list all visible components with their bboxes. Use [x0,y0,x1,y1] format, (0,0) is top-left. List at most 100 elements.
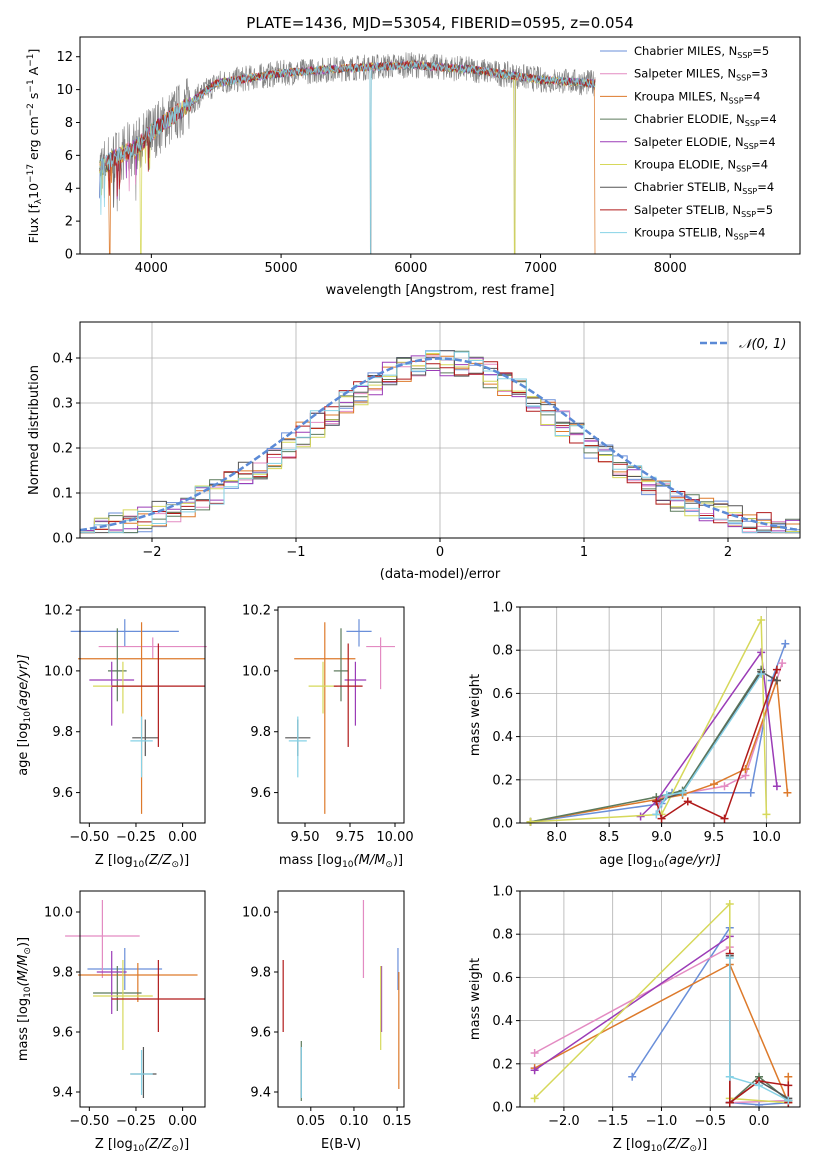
spectrum-y-label-part: 10 [26,183,41,199]
weight-vs-metallicity-y-tick-label: 0.6 [492,971,513,986]
spectrum-x-ticks: 4000 5000 6000 7000 8000 [135,254,687,276]
weight-vs-age-point-marker [772,676,781,685]
age-vs-metallicity-plot [70,619,207,814]
weight-vs-age-y-tick-label: 0.6 [492,687,513,702]
mass-vs-metallicity-y-tick-label: 9.4 [52,1086,73,1101]
age-vs-metallicity-y-tick-label: 10.0 [44,664,73,679]
mass-vs-extinction-x-tick-label: 0.10 [339,1114,368,1129]
axis-label-part: (Z/Z [662,1137,690,1152]
legend-label-sub: SSP [736,165,751,174]
weight-vs-age-point-marker [710,780,719,789]
axis-label-part: ⊙ [171,860,179,870]
weight-vs-age-series-line [655,673,762,815]
axis-label-part: age [log [16,723,31,776]
age-vs-metallicity-x-ticks: −0.50 −0.25 0.00 [69,823,197,845]
weight-vs-age-plot [526,615,792,826]
spectrum-y-label-part: s [26,93,41,104]
weight-vs-age-x-tick-label: 9.0 [651,830,672,845]
mass-vs-extinction-plot [282,900,400,1101]
residual-histogram [80,355,800,534]
spectrum-y-label-part: −1 [26,54,36,67]
mass-vs-extinction-x-tick-label: 0.15 [383,1114,412,1129]
weight-vs-age-point-marker [652,797,661,806]
weight-vs-age-point-marker [781,639,790,648]
residual-x-tick-label: 1 [580,545,588,560]
legend-label-sub: SSP [742,187,757,196]
mass-vs-extinction-x-tick-label: 0.05 [296,1114,325,1129]
weight-vs-age-panel: 8.0 8.5 9.0 9.5 10.0 0.0 0.2 0.4 0.6 0.8 1.0 age … [468,601,801,870]
weight-vs-age-x-ticks: 8.0 8.5 9.0 9.5 10.0 [546,823,781,845]
weight-vs-metallicity-point-marker [784,1081,793,1090]
legend-label: Chabrier ELODIE, NSSP=4 [634,112,777,128]
weight-vs-age-point-marker [746,788,755,797]
legend-label: Kroupa STELIB, NSSP=4 [634,226,765,242]
legend-label-value: =4 [749,226,766,240]
axis-label-part: mass [log [279,853,342,868]
weight-vs-age-x-tick-label: 10.0 [752,830,781,845]
weight-vs-age-point-marker [757,615,766,624]
mass-vs-extinction-y-tick-label: 9.4 [250,1086,271,1101]
mass-vs-extinction-x-ticks: 0.05 0.10 0.15 [296,1107,412,1129]
weight-vs-age-x-label: age [log10(age/yr)] [599,853,721,870]
mass-vs-metallicity-x-ticks: −0.50 −0.25 0.00 [69,1107,197,1129]
spectrum-x-tick-label: 6000 [394,261,427,276]
legend-label: Chabrier MILES, NSSP=5 [634,44,769,60]
age-vs-metallicity-x-tick-label: 0.00 [168,830,197,845]
legend-label-sub: SSP [737,51,752,60]
weight-vs-age-y-tick-label: 0.8 [492,644,513,659]
mass-vs-metallicity-x-tick-label: −0.25 [116,1114,156,1129]
spectrum-title: PLATE=1436, MJD=53054, FIBERID=0595, z=0… [246,14,633,32]
spectrum-y-label-part: −2 [26,103,36,116]
spectrum-y-tick-label: 0 [65,248,73,263]
mass-vs-metallicity-y-label: mass [log10(M/M⊙)] [16,937,33,1061]
weight-vs-metallicity-frame [519,890,801,1108]
weight-vs-age-point-marker [741,765,750,773]
spectrum-y-label: Flux [fλ10−17 erg cm−2 s−1 A−1] [26,49,44,244]
weight-vs-metallicity-y-tick-label: 0.0 [492,1101,513,1116]
weight-vs-metallicity-x-tick-label: −0.5 [694,1114,726,1129]
weight-vs-age-y-tick-label: 0.0 [492,817,513,832]
mass-vs-extinction-panel: 0.05 0.10 0.15 9.4 9.6 9.8 10.0 E(B-V) [242,890,412,1152]
spectrum-x-tick-label: 5000 [265,261,298,276]
legend-label-name: Chabrier MILES, N [634,44,737,58]
axis-label-part: 10 [133,860,145,870]
weight-vs-age-point-marker [720,782,729,791]
weight-vs-metallicity-x-tick-label: −1.5 [597,1114,629,1129]
mass-vs-extinction-y-ticks: 9.4 9.6 9.8 10.0 [242,906,278,1101]
mass-vs-metallicity-plot [65,900,205,1098]
spectrum-panel: PLATE=1436, MJD=53054, FIBERID=0595, z=0… [26,14,801,298]
mass-vs-extinction-y-tick-label: 10.0 [242,906,271,921]
residual-y-tick-label: 0.0 [52,532,73,547]
legend-label-value: =4 [744,89,761,103]
axis-label-part: (age/yr)] [16,654,31,711]
model-spectrum-line [99,60,596,197]
axis-label-part: Z [log [95,1137,133,1152]
weight-vs-metallicity-point-marker [725,1072,734,1081]
legend-label-sub: SSP [736,74,751,83]
spectrum-y-label-part: ] [26,49,41,54]
legend-label-name: Salpeter ELODIE, N [634,135,744,149]
weight-vs-age-point-marker [783,788,792,797]
axis-label-part: (Z/Z [144,853,172,868]
weight-vs-metallicity-x-label: Z [log10(Z/Z⊙)] [613,1137,707,1154]
legend-label-value: =5 [752,44,769,58]
mass-vs-metallicity-y-tick-label: 10.0 [44,906,73,921]
weight-vs-age-y-tick-label: 0.2 [492,773,513,788]
axis-label-part: 10 [23,711,33,723]
weight-vs-metallicity-panel: −2.0 −1.5 −1.0 −0.5 0.0 0.0 0.2 0.4 0.6 0.8 1.0 Z… [468,885,801,1154]
spectrum-y-label-part: −1 [26,79,36,92]
spectrum-x-tick-label: 4000 [135,261,168,276]
age-vs-mass-y-tick-label: 9.6 [250,786,271,801]
mass-vs-metallicity-y-tick-label: 9.6 [52,1026,73,1041]
weight-vs-age-series-line [530,643,787,823]
spectrum-y-label-part: erg cm [26,116,41,164]
spectrum-x-label: wavelength [Angstrom, rest frame] [326,283,555,298]
axis-label-part: ⊙ [23,947,33,955]
weight-vs-metallicity-point-marker [530,1066,539,1075]
weight-vs-metallicity-y-label: mass weight [468,958,483,1040]
weight-vs-metallicity-series-line [729,958,789,1102]
weight-vs-age-point-marker [757,669,766,678]
weight-vs-age-point-marker [636,812,645,821]
weight-vs-age-point-marker [778,659,787,668]
